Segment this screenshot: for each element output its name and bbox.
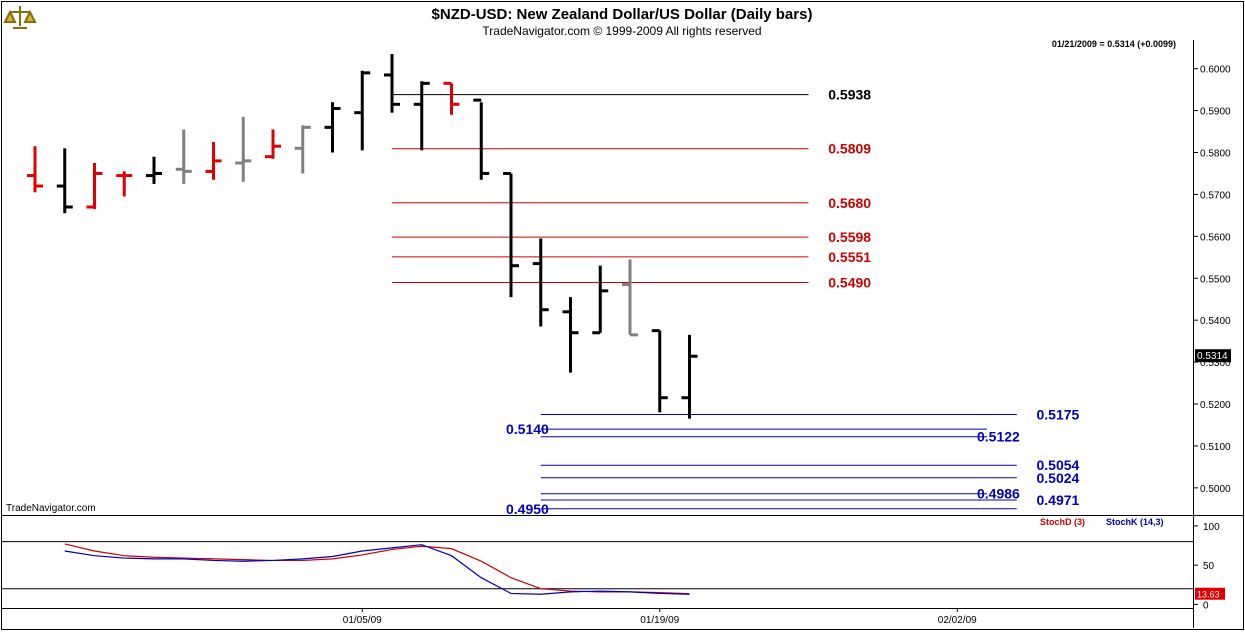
last-price-label: 0.5314: [1197, 351, 1228, 362]
stochastic-axis: 100 50 013.63: [1193, 522, 1225, 611]
copyright-subtitle: TradeNavigator.com © 1999-2009 All right…: [482, 24, 761, 38]
stoch-tick-label: 100: [1203, 522, 1220, 533]
ohlc-bar: [413, 81, 430, 151]
level-label: 0.4971: [1037, 492, 1080, 508]
ohlc-bar: [681, 334, 698, 419]
scales-logo-icon: [3, 6, 37, 29]
ohlc-bar: [205, 142, 222, 180]
chart-title: $NZD-USD: New Zealand Dollar/US Dollar (…: [432, 6, 813, 23]
ohlc-bar: [294, 125, 311, 174]
logo-icon: [3, 6, 37, 29]
price-tick-label: 0.5100: [1200, 442, 1231, 453]
level-label: 0.4950: [506, 501, 549, 517]
time-tick-label: 01/19/09: [640, 615, 679, 626]
level-label: 0.5551: [828, 249, 871, 265]
stoch-tick-label: 50: [1203, 561, 1215, 572]
level-label: 0.4986: [977, 486, 1020, 502]
ohlc-bar: [146, 156, 162, 184]
stoch-series-line: [64, 544, 690, 595]
ohlc-bar: [265, 129, 281, 159]
ohlc-bar: [354, 70, 371, 151]
level-label: 0.5598: [828, 229, 871, 245]
ohlc-bar: [592, 265, 609, 335]
time-axis: 01/05/09 01/19/09 02/02/09: [343, 608, 977, 626]
stoch-last-label: 13.63: [1197, 590, 1220, 600]
ohlc-bar: [384, 54, 400, 113]
time-tick-label: 02/02/09: [938, 615, 977, 626]
level-label: 0.5809: [828, 141, 871, 157]
price-tick-label: 0.5400: [1200, 316, 1231, 327]
ohlc-bar: [27, 146, 43, 193]
price-tick-label: 0.5900: [1200, 107, 1231, 118]
ohlc-bar: [324, 102, 341, 153]
price-bars: [27, 54, 698, 419]
price-axis: 0.6000 0.5900 0.5800 0.5700 0.5600 0.5500 0.54…: [1193, 65, 1231, 495]
ohlc-bar: [235, 116, 252, 182]
legend-stoch-d: StochD (3): [1040, 517, 1085, 527]
level-label: 0.5054: [1037, 457, 1080, 473]
stoch-last-badge: [1195, 587, 1225, 600]
stochastic-lines: [64, 543, 690, 595]
ohlc-bar: [532, 238, 549, 327]
level-label: 0.5490: [828, 274, 871, 290]
quote-info: 01/21/2009 = 0.5314 (+0.0099): [1052, 39, 1176, 49]
price-tick-label: 0.5600: [1200, 232, 1231, 243]
ohlc-bar: [116, 171, 133, 197]
ohlc-bar: [651, 329, 668, 413]
stochastic-legend: StochD (3) StochK (14,3): [1040, 517, 1164, 527]
retracement-levels: 0.5938 0.5809 0.5680 0.5598 0.5551 0.5490 0.51…: [392, 87, 1080, 517]
stochastic-guides: [2, 541, 1193, 590]
price-tick-label: 0.5800: [1200, 149, 1231, 160]
ohlc-bar: [86, 162, 103, 210]
ohlc-bar: [622, 259, 638, 337]
level-label: 0.5175: [1037, 406, 1080, 422]
level-label: 0.5680: [828, 195, 871, 211]
price-tick-label: 0.6000: [1200, 65, 1231, 76]
last-price-badge: [1195, 349, 1231, 363]
legend-stoch-k: StochK (14,3): [1106, 517, 1164, 527]
stoch-tick-label: 0: [1203, 600, 1209, 611]
price-tick-label: 0.5200: [1200, 400, 1231, 411]
ohlc-bar: [443, 81, 460, 115]
ohlc-bar: [473, 98, 490, 180]
ohlc-bar: [56, 148, 73, 214]
ohlc-bar: [562, 297, 579, 373]
ohlc-bar: [175, 129, 192, 184]
price-tick-label: 0.5500: [1200, 274, 1231, 285]
level-label: 0.5024: [1037, 470, 1080, 486]
time-tick-label: 01/05/09: [343, 615, 382, 626]
price-tick-label: 0.5300: [1200, 358, 1231, 369]
price-tick-label: 0.5700: [1200, 190, 1231, 201]
level-label: 0.5140: [506, 421, 549, 437]
ohlc-bar: [503, 171, 519, 298]
price-tick-label: 0.5000: [1200, 484, 1231, 495]
watermark: TradeNavigator.com: [6, 503, 96, 514]
level-label: 0.5938: [828, 87, 871, 103]
level-label: 0.5122: [977, 429, 1020, 445]
